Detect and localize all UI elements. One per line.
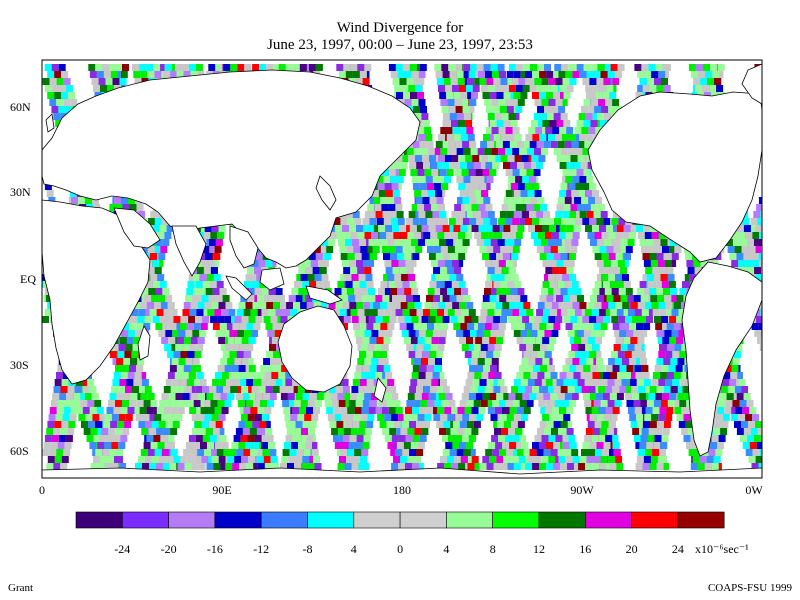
- legend-tick-label: -12: [253, 542, 269, 556]
- legend-swatch: [122, 511, 169, 529]
- legend-swatch: [492, 511, 540, 529]
- map-title-line-2: June 23, 1997, 00:00 – June 23, 1997, 23…: [267, 37, 533, 53]
- legend-tick-label: 12: [533, 542, 545, 556]
- lon-label-0w: 0W: [745, 483, 763, 497]
- credit-organization: COAPS-FSU 1999: [707, 582, 792, 594]
- lat-label-30s: 30S: [10, 358, 29, 372]
- eurasia-landmass: [42, 69, 421, 269]
- india-landmass: [171, 225, 207, 277]
- lat-label-60s: 60S: [10, 444, 29, 458]
- australia-landmass: [277, 305, 353, 393]
- legend-tick-label: -20: [161, 542, 177, 556]
- legend-swatch: [631, 511, 679, 529]
- latitude-axis: 60N 30N EQ 30S 60S: [10, 100, 36, 458]
- legend-swatch: [260, 511, 308, 529]
- new-zealand-landmass: [373, 377, 387, 403]
- credit-author: Grant: [8, 582, 34, 594]
- lon-label-0: 0: [39, 483, 45, 497]
- japan-landmass: [315, 175, 337, 211]
- legend-swatch: [538, 511, 586, 529]
- legend-swatch: [677, 511, 725, 529]
- color-scale-legend: -24 -20 -16 -12 -8 4 0 4 8 12 16 20 24: [75, 511, 725, 556]
- madagascar-landmass: [137, 325, 151, 361]
- legend-tick-label: 4: [351, 542, 357, 556]
- lat-label-30n: 30N: [10, 185, 31, 199]
- legend-tick-label: 24: [672, 542, 684, 556]
- legend-swatch: [307, 511, 355, 529]
- greenland-landmass: [741, 63, 762, 105]
- map-frame: [41, 59, 763, 479]
- legend-tick-label: 20: [626, 542, 638, 556]
- legend-swatch: [446, 511, 493, 529]
- legend-tick-label: 4: [443, 542, 449, 556]
- legend-tick-label: 8: [490, 542, 496, 556]
- british-isles-landmass: [45, 113, 55, 133]
- sumatra-landmass: [225, 275, 253, 301]
- legend-tick-label: 0: [397, 542, 403, 556]
- continent-outlines: [42, 63, 762, 478]
- lon-label-180: 180: [393, 483, 411, 497]
- legend-tick-label: -8: [303, 542, 313, 556]
- legend-swatch: [399, 511, 447, 529]
- map-title-line-1: Wind Divergence for: [336, 20, 464, 36]
- borneo-landmass: [259, 267, 285, 291]
- legend-swatch: [214, 511, 262, 529]
- legend-swatch: [353, 511, 401, 529]
- legend-units: x10⁻⁶sec⁻¹: [695, 542, 749, 556]
- legend-tick-label: 16: [579, 542, 591, 556]
- lat-label-eq: EQ: [20, 272, 36, 286]
- africa-landmass: [42, 199, 151, 385]
- legend-tick-label: -24: [114, 542, 130, 556]
- lon-label-90w: 90W: [570, 483, 594, 497]
- legend-tick-label: -16: [207, 542, 223, 556]
- longitude-axis: 0 90E 180 90W 0W: [39, 483, 763, 497]
- indochina-landmass: [229, 225, 259, 269]
- lat-label-60n: 60N: [10, 100, 31, 114]
- new-guinea-landmass: [305, 285, 343, 305]
- north-america-landmass: [587, 91, 762, 263]
- legend-swatch: [75, 511, 123, 529]
- legend-swatch: [584, 511, 632, 529]
- south-america-landmass: [681, 261, 762, 457]
- arabia-landmass: [113, 207, 161, 249]
- lon-label-90e: 90E: [212, 483, 231, 497]
- legend-swatch: [168, 511, 216, 529]
- antarctica-landmass: [42, 467, 762, 478]
